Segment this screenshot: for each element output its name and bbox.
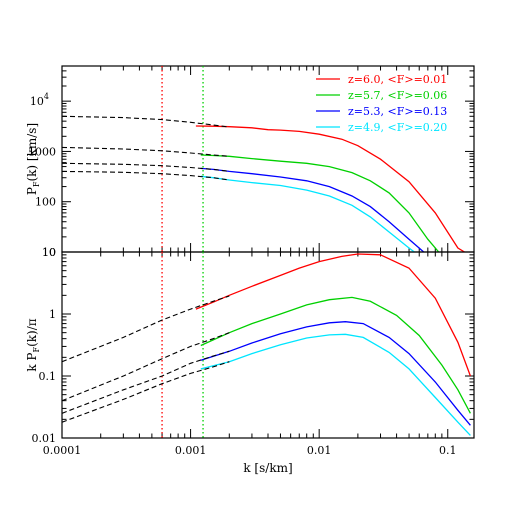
bottom-series-extrapolation: [62, 295, 230, 363]
top-y-tick-label: 10: [42, 246, 56, 259]
legend: z=6.0, <F>=0.01 z=5.7, <F>=0.06 z=5.3, <F>…: [316, 73, 447, 134]
top-series-line: [195, 125, 465, 252]
bottom-series-line: [200, 321, 471, 426]
bottom-x-tick-label: 0.01: [307, 444, 332, 457]
top-series-line: [200, 154, 440, 252]
bottom-x-tick-label: 0.1: [439, 444, 457, 457]
top-series-group: [62, 115, 465, 252]
top-series-extrapolation: [62, 170, 230, 181]
bottom-x-tick-label: 0.001: [175, 444, 207, 457]
bottom-series-extrapolation: [62, 350, 230, 414]
top-panel: 10 100 1000 104 PF(k) [km/s]: [25, 65, 475, 259]
legend-label: z=5.3, <F>=0.13: [348, 105, 447, 118]
top-y-axis-label: PF(k) [km/s]: [25, 123, 41, 195]
bottom-x-tick-label: 0.0001: [43, 444, 82, 457]
top-series-extrapolation: [62, 115, 230, 128]
bottom-x-axis-label: k [s/km]: [243, 461, 292, 475]
bottom-series-group: [62, 253, 472, 436]
y-tick-exponent: 4: [44, 92, 49, 101]
legend-label: z=4.9, <F>=0.20: [348, 121, 447, 134]
bottom-series-line: [200, 296, 471, 414]
bottom-y-tick-label: 0.01: [32, 432, 57, 445]
bottom-y-axis-label: k PF(k)/π: [25, 318, 41, 371]
bottom-series-line: [195, 253, 472, 377]
bottom-y-tick-label: 1: [49, 308, 56, 321]
top-series-line: [200, 175, 415, 252]
top-y-tick-label: 1000: [28, 145, 56, 158]
top-series-extrapolation: [62, 146, 230, 157]
top-y-tick-label: 100: [35, 196, 56, 209]
bottom-series-extrapolation: [62, 332, 230, 402]
top-series-extrapolation: [62, 162, 230, 172]
legend-label: z=6.0, <F>=0.01: [348, 73, 447, 86]
bottom-series-extrapolation: [62, 361, 230, 423]
bottom-y-tick-label: 10: [42, 246, 56, 259]
bottom-series-line: [200, 333, 471, 436]
top-y-tick-label: 104: [30, 92, 49, 108]
bottom-y-tick-label: 0.1: [39, 370, 57, 383]
legend-label: z=5.7, <F>=0.06: [348, 89, 447, 102]
